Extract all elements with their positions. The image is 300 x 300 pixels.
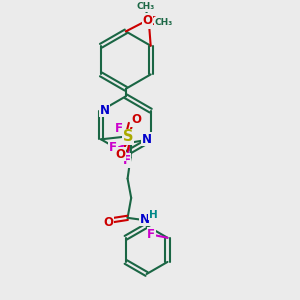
Text: N: N <box>140 213 150 226</box>
Text: O: O <box>103 216 113 229</box>
Text: CH₃: CH₃ <box>154 18 173 27</box>
Text: N: N <box>100 103 110 116</box>
Text: CH₃: CH₃ <box>136 2 155 11</box>
Text: F: F <box>109 141 117 154</box>
Text: O: O <box>131 113 141 126</box>
Text: O: O <box>115 148 125 160</box>
Text: O: O <box>142 14 153 27</box>
Text: F: F <box>147 228 155 241</box>
Text: H: H <box>148 210 157 220</box>
Text: N: N <box>142 133 152 146</box>
Text: F: F <box>115 122 123 135</box>
Text: S: S <box>123 129 134 144</box>
Text: O: O <box>147 15 157 28</box>
Text: F: F <box>122 154 130 167</box>
